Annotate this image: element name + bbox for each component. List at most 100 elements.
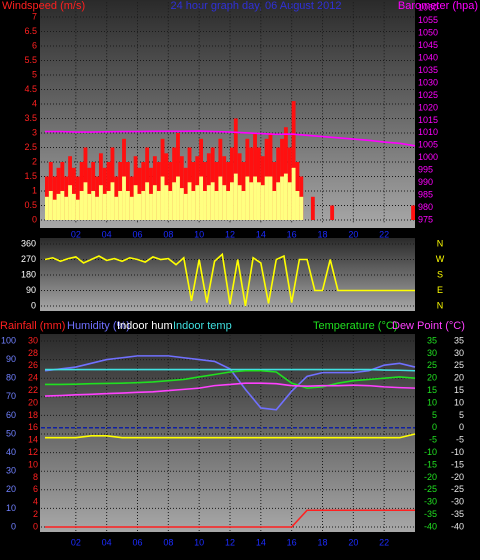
y-tick-label: 20 [6,484,16,494]
y-tick-label: 1005 [418,140,438,150]
line [44,252,415,307]
legend-label: Temperature (°C) [313,320,397,332]
y-tick-label: 5 [432,410,437,420]
plot-background [40,334,415,532]
y-tick-label: 25 [427,360,437,370]
x-tick-label: 18 [317,229,327,239]
bar [114,196,119,220]
bar [283,173,288,220]
bar [272,191,277,220]
y-tick-label: 0 [459,422,464,432]
y-tick-label: 1015 [418,115,438,125]
legend-label: Indoor hum [117,320,173,332]
y-tick-label: 20 [454,373,464,383]
y-tick-label: 4.5 [24,84,37,94]
bar [75,199,80,220]
x-tick-label: 06 [132,537,142,547]
y-tick-label: W [436,254,445,264]
y-tick-label: -40 [451,521,464,531]
line [45,509,415,528]
y-tick-label: N [437,300,444,310]
x-tick-label: 10 [194,537,204,547]
bar [52,176,57,220]
bar [122,176,126,220]
y-tick-label: 1040 [418,52,438,62]
bar [168,191,173,220]
bar [172,182,177,220]
y-tick-label: 10 [454,397,464,407]
y-tick-label: 5 [32,69,37,79]
bar [110,182,115,220]
y-tick-label: 20 [28,397,38,407]
y-tick-label: 2 [32,156,37,166]
x-tick-label: 02 [71,229,81,239]
bar [52,199,57,220]
x-tick-label: 14 [256,537,266,547]
bar [79,191,84,220]
y-tick-label: 360 [21,238,36,248]
bar [176,176,180,220]
bar [287,182,292,220]
bar [249,182,254,220]
y-tick-label: 18 [28,410,38,420]
y-tick-label: 100 [1,335,16,345]
y-tick-label: 0 [432,422,437,432]
y-tick-label: 1025 [418,90,438,100]
bar [253,176,257,220]
y-tick-label: 30 [6,466,16,476]
y-tick-label: 0 [33,521,38,531]
bar [160,176,165,220]
x-tick-label: 20 [348,229,358,239]
bar [241,191,246,220]
bar [145,182,150,220]
bar [276,182,281,220]
y-tick-label: -20 [424,472,437,482]
x-tick-label: 12 [225,229,235,239]
line [45,433,416,439]
bar [268,176,273,220]
y-tick-label: 35 [427,335,437,345]
bar [133,185,138,220]
bar [141,191,146,220]
y-tick-label: 990 [418,177,433,187]
x-tick-label: 08 [163,537,173,547]
y2-axis-label: Barometer (hpa) [398,0,478,12]
x-tick-label: 16 [287,537,297,547]
line [44,382,416,397]
bar [237,185,242,220]
x-tick-label: 18 [317,537,327,547]
line [45,130,416,147]
y-tick-label: -5 [429,435,437,445]
x-tick-label: 08 [163,229,173,239]
bar [64,196,69,220]
y-tick-label: 0 [11,521,16,531]
bar [195,185,200,220]
line [45,368,416,372]
y-tick-label: 80 [6,373,16,383]
y-tick-label: 16 [28,422,38,432]
y-tick-label: 24 [28,373,38,383]
bar [45,196,49,220]
x-tick-label: 16 [287,229,297,239]
y-tick-label: 1000 [418,152,438,162]
bar [156,191,161,220]
bar [280,176,284,220]
y-tick-label: 14 [28,435,38,445]
legend-label: Humidity (%) [67,320,130,332]
y-tick-label: E [437,285,443,295]
y-tick-label: 0 [32,214,37,224]
y-tick-label: -10 [424,447,437,457]
y-tick-label: 270 [21,254,36,264]
y-axis-label: Windspeed (m/s) [2,0,85,12]
bar [256,182,261,220]
bar [291,167,296,220]
x-tick-label: 20 [348,537,358,547]
x-tick-label: 04 [102,229,112,239]
line [45,369,416,389]
bar [310,196,315,220]
bar [152,185,157,220]
y-tick-label: 28 [28,348,38,358]
y-tick-label: 5 [459,410,464,420]
